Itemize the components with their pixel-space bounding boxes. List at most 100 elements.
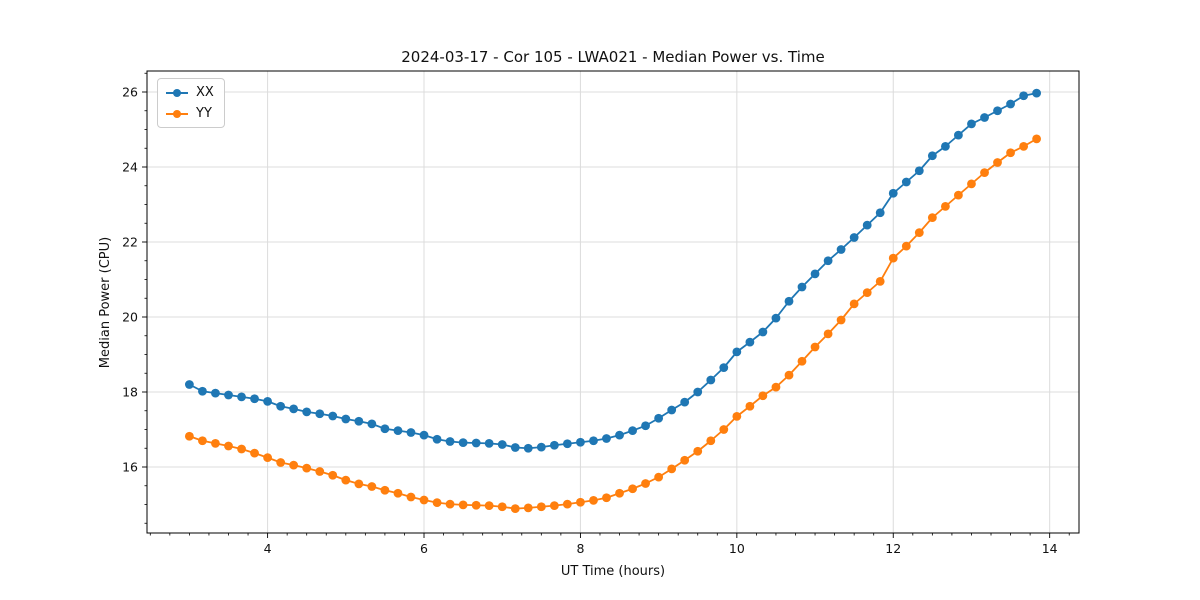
data-point-yy (184, 431, 194, 441)
data-point-xx (706, 375, 716, 385)
data-point-xx (1032, 88, 1042, 98)
x-tick-label: 8 (576, 541, 584, 556)
data-point-yy (224, 441, 233, 451)
data-point-yy (1006, 148, 1015, 158)
data-point-xx (315, 409, 325, 419)
data-point-yy (471, 500, 481, 510)
y-tick-label: 26 (122, 85, 138, 100)
data-point-yy (432, 498, 442, 508)
data-point-xx (758, 327, 768, 337)
data-point-yy (562, 499, 572, 509)
data-point-yy (784, 370, 794, 380)
data-point-xx (784, 296, 794, 306)
data-point-yy (276, 458, 286, 467)
data-point-xx (797, 282, 807, 292)
legend-marker-yy (166, 109, 188, 119)
data-point-yy (875, 276, 885, 286)
data-point-yy (549, 501, 559, 511)
data-point-yy (745, 401, 755, 411)
data-point-xx (1019, 91, 1029, 101)
data-point-yy (406, 492, 416, 502)
data-point-yy (654, 472, 664, 482)
data-point-yy (836, 315, 846, 325)
data-point-yy (1032, 134, 1042, 144)
data-point-yy (484, 501, 494, 511)
data-point-yy (797, 356, 807, 366)
y-tick-label: 18 (122, 385, 138, 400)
data-point-xx (328, 411, 338, 421)
y-tick-label: 24 (122, 160, 138, 175)
data-point-xx (628, 426, 637, 436)
data-point-yy (771, 382, 781, 392)
data-point-xx (211, 388, 220, 398)
x-axis-label: UT Time (hours) (560, 564, 666, 579)
data-point-yy (589, 495, 598, 505)
data-point-xx (836, 245, 846, 254)
data-point-yy (510, 504, 520, 514)
data-point-yy (211, 438, 220, 448)
data-point-yy (328, 470, 338, 480)
data-point-xx (250, 394, 259, 404)
data-point-yy (941, 201, 950, 211)
data-point-xx (771, 313, 781, 323)
data-point-xx (927, 151, 937, 161)
data-point-xx (810, 269, 820, 279)
data-point-yy (445, 499, 455, 509)
data-point-yy (380, 485, 390, 495)
data-point-xx (993, 106, 1002, 116)
legend-item-yy: YY (166, 105, 214, 122)
data-point-xx (536, 442, 546, 452)
data-point-yy (901, 241, 911, 251)
data-point-yy (315, 467, 325, 476)
data-point-xx (1006, 99, 1015, 109)
data-point-xx (849, 233, 859, 242)
data-point-xx (380, 424, 390, 434)
data-point-yy (536, 502, 546, 512)
data-point-yy (693, 446, 703, 456)
data-point-xx (406, 428, 416, 437)
data-point-yy (419, 495, 429, 505)
x-tick-label: 10 (729, 541, 745, 556)
data-point-yy (250, 448, 259, 458)
data-point-xx (341, 414, 351, 424)
data-point-xx (471, 438, 481, 448)
legend-label-yy: YY (196, 106, 212, 121)
data-point-yy (458, 500, 468, 510)
data-point-yy (393, 488, 403, 498)
data-point-yy (732, 411, 742, 421)
data-point-xx (954, 130, 963, 140)
legend-label-xx: XX (196, 85, 214, 100)
data-point-xx (823, 256, 833, 266)
data-point-yy (862, 288, 872, 298)
data-point-xx (432, 434, 442, 444)
data-point-yy (341, 475, 351, 485)
data-point-xx (602, 434, 611, 443)
data-point-xx (289, 404, 299, 414)
data-point-xx (354, 416, 364, 426)
data-point-xx (693, 387, 703, 397)
data-point-yy (823, 329, 833, 339)
data-point-yy (497, 502, 507, 512)
data-point-xx (302, 407, 312, 417)
y-axis-label: Median Power (CPU) (98, 236, 114, 368)
data-point-xx (576, 437, 585, 447)
data-point-xx (419, 430, 429, 440)
data-point-xx (980, 113, 989, 122)
data-point-yy (354, 479, 364, 489)
data-point-xx (680, 397, 690, 407)
data-point-yy (680, 455, 690, 465)
data-point-yy (302, 463, 312, 473)
data-point-yy (993, 158, 1002, 167)
data-point-xx (497, 440, 507, 449)
data-point-yy (237, 444, 246, 454)
y-tick-label: 20 (122, 310, 138, 325)
y-tick-label: 16 (122, 460, 138, 475)
data-point-xx (562, 439, 572, 449)
data-point-yy (967, 179, 976, 189)
data-point-yy (914, 228, 924, 238)
data-point-yy (198, 436, 207, 446)
data-point-xx (875, 208, 885, 218)
data-point-xx (549, 440, 559, 450)
x-tick-label: 14 (1042, 541, 1058, 556)
